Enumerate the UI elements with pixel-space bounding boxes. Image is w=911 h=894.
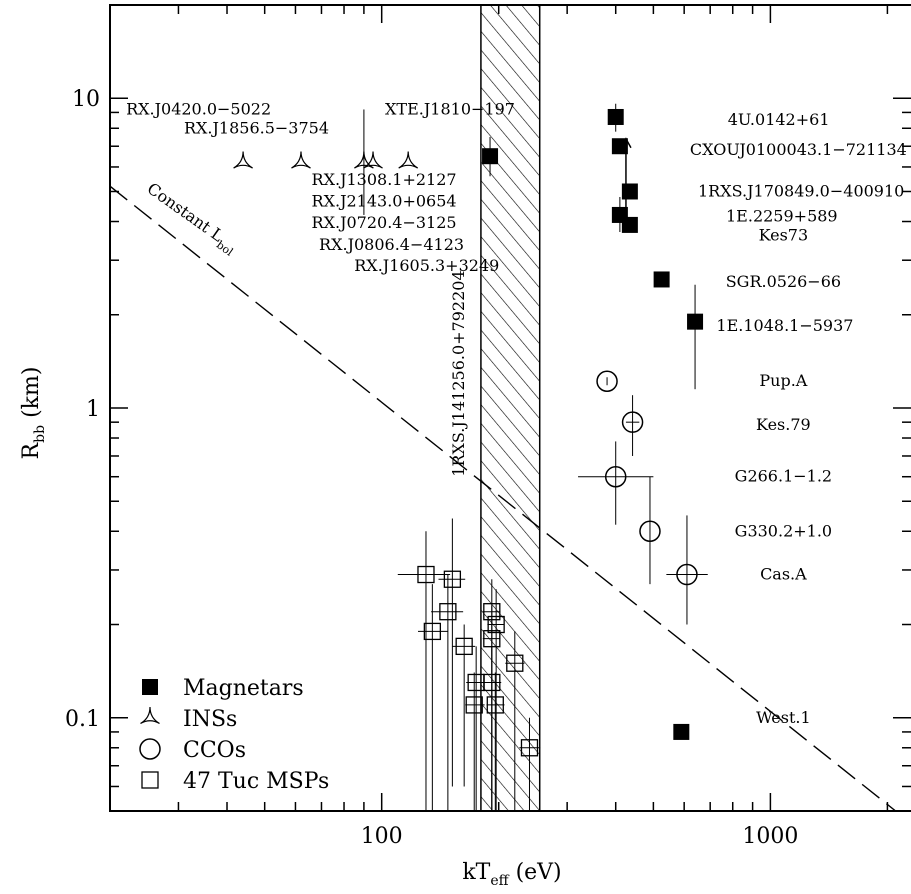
source-label: RX.J0720.4−3125 — [312, 213, 457, 232]
point-square-filled — [621, 216, 638, 233]
point-square-open — [439, 603, 457, 621]
source-label: RX.J1605.3+3249 — [354, 256, 499, 275]
point-square-open — [506, 654, 524, 672]
source-label: G330.2+1.0 — [735, 521, 832, 540]
source-label: RX.J2143.0+0654 — [312, 191, 457, 210]
point-square-filled — [687, 313, 704, 330]
source-label: West.1 — [756, 708, 811, 727]
point-circle — [639, 520, 661, 543]
x-axis-label: kTeff (eV) — [462, 860, 561, 889]
constant-lbol-line — [110, 185, 897, 811]
point-circle — [621, 411, 644, 433]
point-square-open — [483, 630, 501, 648]
point-tri — [363, 151, 383, 169]
point-circle — [596, 370, 618, 392]
source-label: Cas.A — [760, 565, 807, 584]
source-label: G266.1−1.2 — [735, 467, 832, 486]
source-label: Pup.A — [759, 371, 807, 390]
constant-lbol-label: Constant Lbol — [141, 179, 241, 259]
point-square-open — [483, 673, 501, 692]
hatched-band-rect — [480, 4, 541, 812]
source-label: Kes.79 — [756, 415, 811, 434]
source-label: RX.J0806.4−4123 — [319, 235, 464, 254]
source-label: RX.J0420.0−5022 — [126, 99, 271, 118]
point-square-open — [483, 603, 501, 621]
legend: Magnetars INSs CCOs 47 Tuc MSPs — [139, 676, 329, 794]
x-tick-label: 1000 — [742, 824, 798, 849]
point-tri — [291, 151, 311, 169]
point-square-filled — [621, 183, 638, 200]
source-label: Kes73 — [759, 226, 809, 245]
point-square-open — [455, 637, 473, 656]
x-tick-label: 100 — [361, 824, 403, 849]
point-square-open — [520, 739, 539, 757]
point-square-open — [465, 696, 483, 714]
legend-marker — [140, 706, 160, 725]
source-label: 1E.1048.1−5937 — [716, 316, 853, 335]
legend-marker — [141, 771, 159, 789]
point-square-open — [487, 615, 505, 634]
point-tri — [233, 151, 253, 169]
point-square-open — [443, 570, 462, 588]
legend-label: 47 Tuc MSPs — [183, 769, 329, 794]
source-label: RX.J1308.1+2127 — [312, 170, 457, 189]
y-tick-label: 1 — [86, 397, 100, 422]
legend-label: CCOs — [183, 738, 246, 763]
point-tri — [398, 151, 419, 169]
source-label: 1RXS.J170849.0−400910 — [698, 181, 904, 200]
y-axis-label: Rbb (km) — [19, 367, 48, 460]
hatched-band — [480, 4, 541, 812]
point-circle — [676, 563, 698, 586]
point-square-filled — [673, 723, 690, 740]
source-label-vertical: 1RXS.J141256.0+792204 — [449, 270, 468, 476]
point-square-filled — [482, 148, 499, 165]
point-circle — [604, 465, 627, 488]
limit-arrow-head — [620, 137, 632, 149]
source-label: 4U.0142+61 — [728, 110, 830, 129]
legend-label: Magnetars — [183, 676, 304, 701]
source-label: 1E.2259+589 — [726, 207, 838, 226]
source-label: SGR.0526−66 — [726, 272, 841, 291]
point-square-open — [486, 696, 504, 714]
source-label: CXOUJ0100043.1−721134 — [690, 140, 907, 159]
y-tick-label: 0.1 — [65, 707, 100, 732]
y-tick-label: 10 — [72, 87, 100, 112]
point-square-open — [423, 622, 442, 641]
source-label: RX.J1856.5−3754 — [184, 118, 329, 137]
point-square-open — [417, 565, 435, 584]
source-label: XTE.J1810−197 — [385, 99, 515, 118]
point-square-filled — [653, 271, 670, 288]
legend-marker — [142, 679, 158, 695]
point-tri — [354, 151, 374, 169]
legend-label: INSs — [183, 707, 237, 732]
point-square-filled — [607, 108, 624, 125]
legend-marker — [139, 738, 161, 760]
